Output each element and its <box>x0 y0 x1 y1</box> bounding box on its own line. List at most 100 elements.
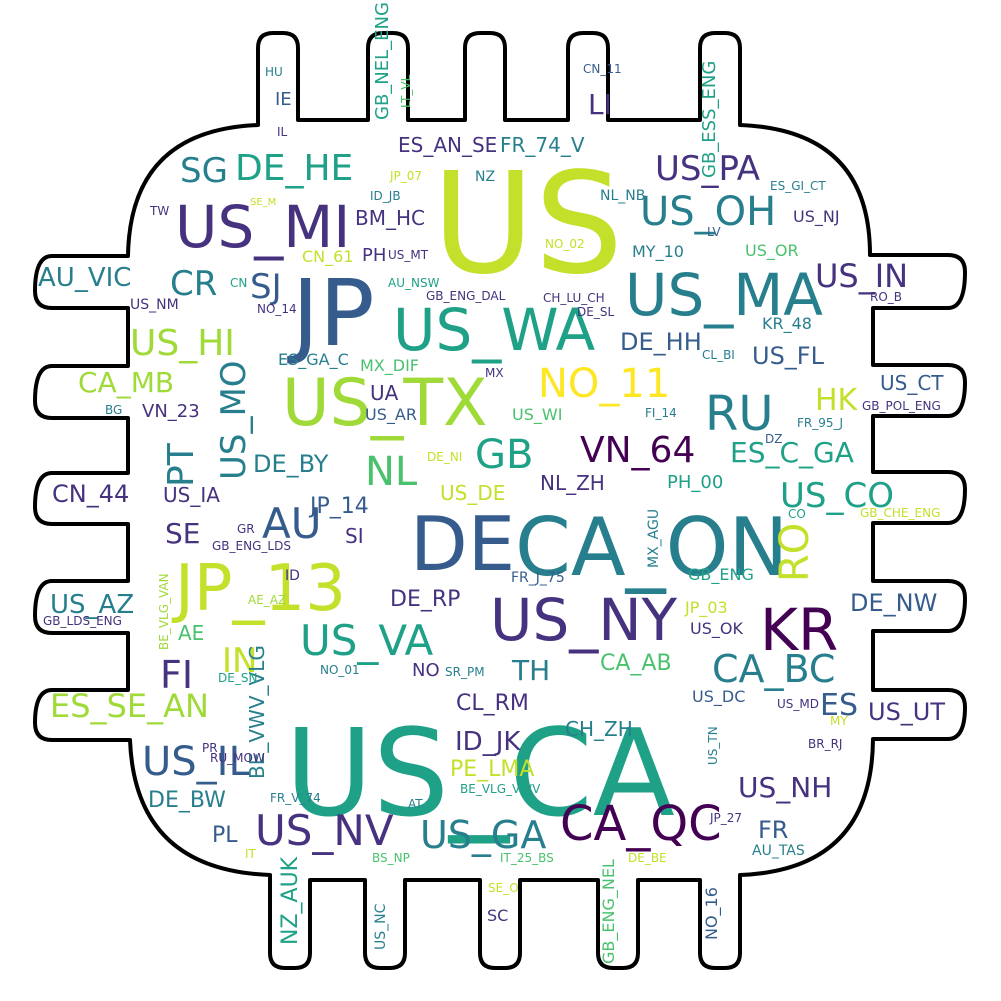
word-us-ct: US_CT <box>880 371 944 395</box>
word-at: AT <box>408 797 423 811</box>
word-us-hi: US_HI <box>130 323 235 364</box>
word-cr: CR <box>170 264 217 304</box>
word-vn-23: VN_23 <box>142 401 200 422</box>
word-ro: RO <box>772 523 818 582</box>
word-jp-07: JP_07 <box>389 169 422 183</box>
word-no-11: NO_11 <box>538 361 670 407</box>
word-mx-dif: MX_DIF <box>360 356 419 376</box>
word-us-co: US_CO <box>780 476 894 516</box>
word-id-jk: ID_JK <box>455 727 521 757</box>
word-id-jb: ID_JB <box>370 189 401 203</box>
word-us-nm: US_NM <box>130 297 179 313</box>
word-vn-64: VN_64 <box>580 430 695 471</box>
word-us: US <box>432 143 623 306</box>
word-au: AU <box>262 499 321 548</box>
word-gb-nel-eng: GB_NEL_ENG <box>372 2 393 120</box>
word-es-c-ga: ES_C_GA <box>730 436 854 469</box>
word-jp-27: JP_27 <box>709 811 742 825</box>
word-tw: TW <box>149 204 169 218</box>
word-us-pa: US_PA <box>655 149 760 189</box>
word-de: DE <box>410 500 515 588</box>
word-us-ma: US_MA <box>625 261 823 329</box>
word-ie: IE <box>275 89 292 110</box>
word-ph-00: PH_00 <box>667 472 723 493</box>
word-no: NO <box>412 660 440 681</box>
word-es: ES <box>820 688 858 723</box>
word-us-ga: US_GA <box>420 813 546 857</box>
word-us-ok: US_OK <box>690 619 743 639</box>
word-bg: BG <box>105 403 122 417</box>
word-fr-95-j: FR_95_J <box>797 416 843 430</box>
word-us-az: US_AZ <box>50 590 134 620</box>
word-us-mo: US_MO <box>214 360 254 480</box>
word-gr: GR <box>237 522 255 536</box>
word-lt-vl: LT_VL <box>399 74 413 108</box>
word-be-vlg-vwv: BE_VLG_VWV <box>460 782 541 796</box>
word-br-rj: BR_RJ <box>808 737 842 751</box>
word-pt: PT <box>161 442 202 487</box>
word-us-nv: US_NV <box>255 806 394 855</box>
word-sc: SC <box>487 906 508 925</box>
word-ch-lu-ch: CH_LU_CH <box>543 291 605 305</box>
word-es-gi-ct: ES_GI_CT <box>770 179 826 193</box>
word-sr-pm: SR_PM <box>445 665 485 679</box>
word-cl-rm: CL_RM <box>456 691 529 716</box>
word-be-vwv-vlg: BE_VWV_VLG <box>245 645 269 779</box>
word-au-tas: AU_TAS <box>752 843 805 859</box>
word-co: CO <box>788 507 806 521</box>
word-jp-13: JP_13 <box>171 552 346 626</box>
word-de-by: DE_BY <box>253 450 329 478</box>
word-es-se-an: ES_SE_AN <box>50 687 209 725</box>
word-gb-eng: GB_ENG <box>688 565 754 585</box>
word-gb-che-eng: GB_CHE_ENG <box>860 506 940 520</box>
word-se-m: SE_M <box>250 197 276 208</box>
word-ru: RU <box>705 386 773 442</box>
word-pe-lma: PE_LMA <box>450 757 534 782</box>
word-us-ut: US_UT <box>868 698 945 726</box>
word-ch-zh: CH_ZH <box>565 717 633 741</box>
word-us-tn: US_TN <box>706 726 720 765</box>
word-gb-ess-eng: GB_ESS_ENG <box>699 61 720 178</box>
word-hk: HK <box>815 383 859 418</box>
word-us-nh: US_NH <box>738 771 832 804</box>
word-de-bw: DE_BW <box>148 788 226 813</box>
word-it-25-bs: IT_25_BS <box>500 851 554 865</box>
word-bm-hc: BM_HC <box>355 206 425 230</box>
word-ru-mow: RU_MOW <box>210 751 265 765</box>
chip-outline-shape <box>33 31 967 970</box>
word-us-md: US_MD <box>777 697 819 711</box>
word-us-oh: US_OH <box>640 189 776 235</box>
word-ae-az: AE_AZ <box>248 593 286 607</box>
word-de-he: DE_HE <box>235 148 353 189</box>
word-us-ia: US_IA <box>163 483 220 507</box>
word-gb-pol-eng: GB_POL_ENG <box>862 399 941 413</box>
word-it: IT <box>245 847 257 861</box>
word-sg: SG <box>180 151 228 191</box>
word-kr-48: KR_48 <box>762 314 812 334</box>
word-de-ni: DE_NI <box>427 450 462 464</box>
word-mx-agu: MX_AGU <box>646 509 662 568</box>
word-no-14: NO_14 <box>257 302 297 316</box>
word-th: TH <box>511 654 550 687</box>
word-gb-eng-dal: GB_ENG_DAL <box>426 289 506 303</box>
word-us-nj: US_NJ <box>793 207 840 227</box>
word-gb-eng-lds: GB_ENG_LDS <box>212 539 291 553</box>
word-dz: DZ <box>765 432 782 446</box>
word-us-ca: US_CA <box>285 705 675 844</box>
word-de-rp: DE_RP <box>390 587 460 612</box>
word-no-16: NO_16 <box>702 887 722 940</box>
word-us-mi: US_MI <box>175 193 350 261</box>
word-nl: NL <box>365 449 418 495</box>
word-us-nc: US_NC <box>373 903 389 950</box>
word-ca-qc: CA_QC <box>560 796 722 852</box>
word-se-o: SE_O <box>488 881 519 895</box>
word-de-be: DE_BE <box>628 851 667 865</box>
word-cn-11: CN_11 <box>583 62 622 76</box>
word-us-ny: US_NY <box>490 586 678 654</box>
word-cn-44: CN_44 <box>52 480 129 508</box>
word-de-nw: DE_NW <box>850 589 937 617</box>
word-ca-bc: CA_BC <box>712 647 835 691</box>
word-us-wa: US_WA <box>393 296 595 364</box>
word-cl-bi: CL_BI <box>702 348 735 362</box>
word-ro-b: RO_B <box>870 290 902 304</box>
